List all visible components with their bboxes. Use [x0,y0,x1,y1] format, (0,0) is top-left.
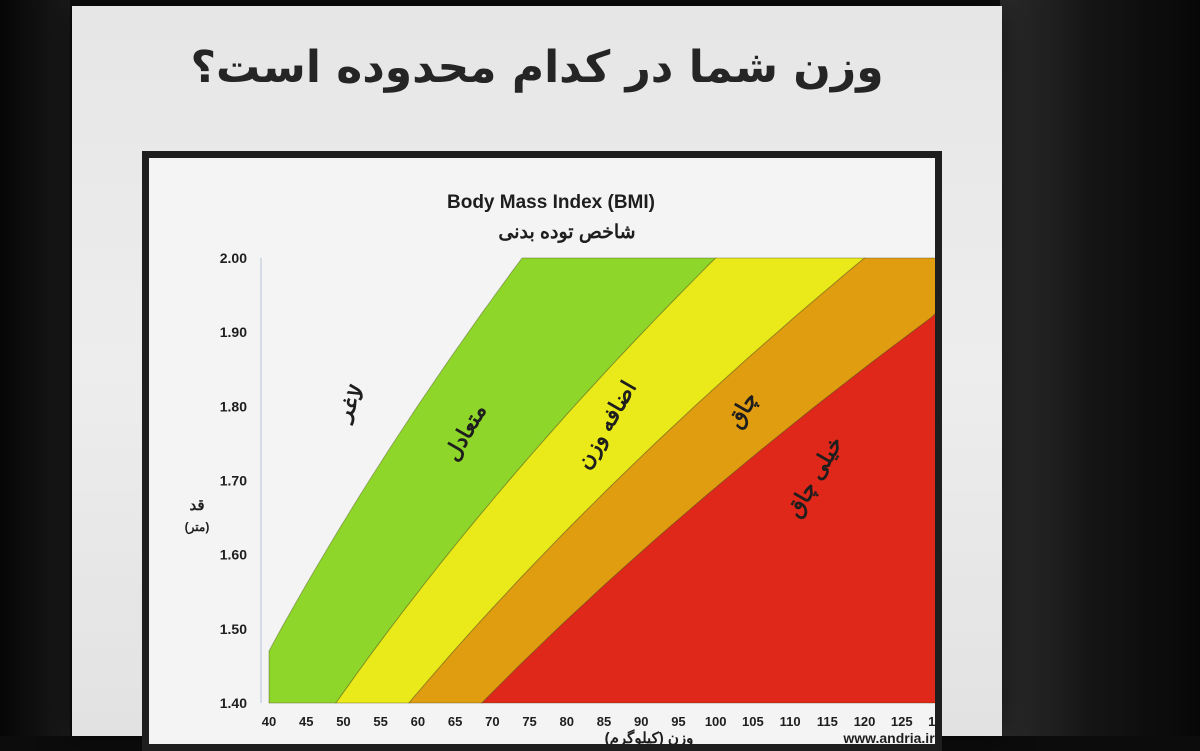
y-tick-label: 1.70 [220,473,247,489]
x-tick-label: 130 [928,714,935,729]
x-axis-ticks: 40 45 50 55 60 65 70 75 80 85 90 95 100 105 110 115 120 1… [262,714,935,729]
x-tick-label: 55 [373,714,387,729]
bmi-chart: 1.40 1.50 1.60 1.70 1.80 1.90 2.00 40 45 50 55 60 6… [185,192,935,744]
x-tick-label: 60 [411,714,425,729]
y-tick-label: 1.90 [220,324,247,340]
bmi-zone [407,257,935,704]
x-tick-label: 45 [299,714,313,729]
x-tick-label: 95 [671,714,685,729]
x-tick-label: 40 [262,714,276,729]
background-dark-right [1000,0,1200,736]
chart-frame: 1.40 1.50 1.60 1.70 1.80 1.90 2.00 40 45 50 55 60 6… [142,151,942,751]
x-tick-label: 90 [634,714,648,729]
x-tick-label: 65 [448,714,462,729]
bmi-zones [268,257,935,704]
x-tick-label: 80 [560,714,574,729]
y-tick-label: 1.50 [220,621,247,637]
x-tick-label: 115 [817,714,838,729]
x-tick-label: 110 [780,714,801,729]
zone-label: لاغر [330,381,372,427]
y-tick-label: 2.00 [220,250,247,266]
x-tick-label: 70 [485,714,499,729]
y-axis-label: قد [189,497,204,514]
x-tick-label: 50 [336,714,350,729]
bmi-zone [480,313,935,704]
x-tick-label: 75 [522,714,536,729]
x-axis-label: وزن (کیلوگرم) [605,729,694,744]
chart-title: Body Mass Index (BMI) [447,192,655,213]
x-tick-label: 125 [891,714,913,729]
y-tick-label: 1.80 [220,398,247,414]
x-tick-label: 100 [705,714,727,729]
y-tick-label: 1.60 [220,547,247,563]
background-dark-left [0,0,70,736]
y-axis-ticks: 1.40 1.50 1.60 1.70 1.80 1.90 2.00 [220,250,247,711]
x-tick-label: 120 [854,714,876,729]
y-axis-unit: (متر) [185,520,210,535]
source-url: www.andria.ir [842,730,935,744]
slide-title: وزن شما در کدام محدوده است؟ [190,42,884,93]
x-tick-label: 85 [597,714,611,729]
y-tick-label: 1.40 [220,695,247,711]
x-tick-label: 105 [742,714,764,729]
chart-subtitle: شاخص توده بدنی [498,222,635,243]
projected-slide: وزن شما در کدام محدوده است؟ 1.40 1.50 1.60… [72,6,1002,751]
